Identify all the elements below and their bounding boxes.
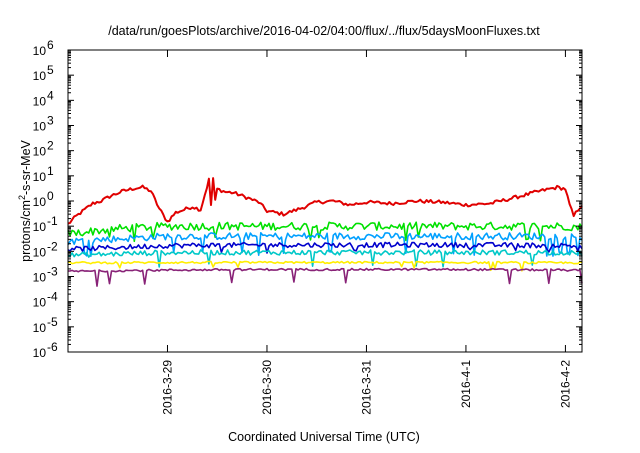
y-tick-label: 10 — [33, 321, 47, 335]
y-tick-label-exp: -5 — [47, 315, 58, 329]
y-tick-label: 10 — [33, 145, 47, 159]
y-axis-label-suffix: -s-sr-MeV — [19, 139, 33, 195]
series-line-7 — [67, 267, 583, 287]
y-tick-label-exp: -6 — [47, 340, 58, 354]
y-axis-label: protons/cm2-s-sr-MeV — [17, 139, 33, 261]
y-tick-label: 10 — [33, 120, 47, 134]
series-layer — [67, 177, 583, 287]
y-tick-label: 10 — [33, 69, 47, 83]
x-tick-label: 2016-3-29 — [160, 360, 174, 415]
y-tick-label-exp: -1 — [47, 214, 58, 228]
x-axis: 2016-3-29 2016-3-30 2016-3-31 2016-4-1 2016-… — [160, 50, 572, 415]
y-tick-label-exp: 4 — [47, 88, 54, 102]
series-line-2 — [67, 221, 583, 243]
series-line-5 — [67, 249, 583, 268]
y-tick-label: 10 — [33, 44, 47, 58]
y-axis-label-sup: 2 — [17, 195, 27, 200]
y-tick-label-exp: 6 — [47, 38, 54, 52]
y-tick-label: 10 — [33, 296, 47, 310]
y-tick-label-exp: -3 — [47, 265, 58, 279]
y-tick-label-exp: -4 — [47, 290, 58, 304]
series-line-4 — [67, 241, 583, 254]
y-axis-label-prefix: protons/cm — [19, 200, 33, 262]
y-tick-label-exp: 1 — [47, 164, 54, 178]
chart-title: /data/run/goesPlots/archive/2016-04-02/0… — [108, 24, 540, 38]
y-tick-label: 10 — [33, 245, 47, 259]
x-tick-label: 2016-3-30 — [260, 360, 274, 415]
y-tick-label: 10 — [33, 346, 47, 360]
y-tick-label: 10 — [33, 271, 47, 285]
y-tick-label: 10 — [33, 94, 47, 108]
y-tick-label-exp: 3 — [47, 114, 54, 128]
x-tick-label: 2016-3-31 — [359, 360, 373, 415]
y-tick-label: 10 — [33, 195, 47, 209]
series-line-3 — [67, 232, 583, 257]
x-tick-label: 2016-4-2 — [558, 360, 572, 408]
x-axis-label: Coordinated Universal Time (UTC) — [228, 430, 420, 444]
y-tick-label-exp: 2 — [47, 139, 54, 153]
y-tick-label-exp: 0 — [47, 189, 54, 203]
y-tick-label: 10 — [33, 220, 47, 234]
y-axis: 10 -610 -510 -410 -310 -210 -110 010 110 210 310 41… — [33, 38, 582, 360]
y-tick-label: 10 — [33, 170, 47, 184]
x-tick-label: 2016-4-1 — [459, 360, 473, 408]
y-tick-label-exp: 5 — [47, 63, 54, 77]
y-tick-label-exp: -2 — [47, 239, 58, 253]
series-line-6 — [67, 260, 583, 272]
series-line-1 — [67, 177, 583, 225]
